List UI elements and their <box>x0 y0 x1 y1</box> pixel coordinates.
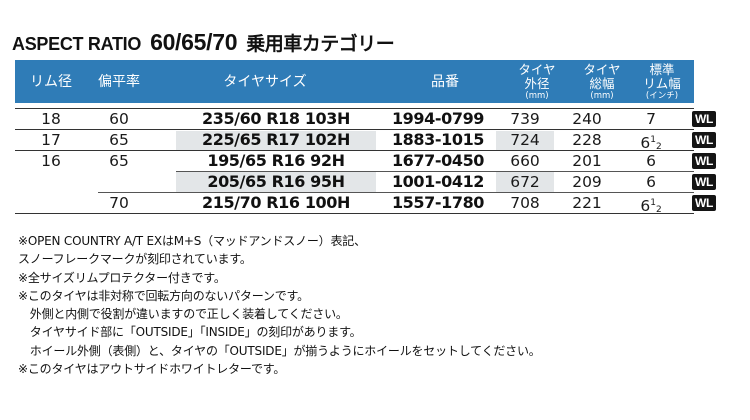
row5-outer: 708 <box>510 194 540 212</box>
shade-row2-outer <box>496 131 554 151</box>
row2-size: 225/65 R17 102H <box>201 130 351 149</box>
table-top-rule <box>15 108 694 109</box>
title-aspect-ratio: ASPECT RATIO <box>12 34 142 54</box>
row2-wl-badge: WL <box>692 132 716 148</box>
row5-wl-badge: WL <box>692 195 716 211</box>
header-part-number: 品番 <box>385 60 505 103</box>
row1-wl-badge: WL <box>692 111 716 127</box>
row4-rim-width: 6 <box>646 173 656 191</box>
row4-width: 209 <box>572 173 602 191</box>
row3-part: 1677-0450 <box>391 151 485 170</box>
row5-width: 221 <box>572 194 602 212</box>
note-line-8: ※このタイヤはアウトサイドホワイトレターです。 <box>18 362 286 377</box>
title-ratios: 60/65/70 <box>150 29 238 55</box>
page-title: ASPECT RATIO 60/65/70 乗用車カテゴリー <box>12 29 395 55</box>
header-size-label: タイヤサイズ <box>223 73 307 90</box>
row2-rim: 17 <box>41 131 61 149</box>
row5-rim-width-den: 2 <box>655 205 662 215</box>
row-separator-2 <box>15 150 694 151</box>
shade-row2-size <box>176 131 376 151</box>
title-category: 乗用車カテゴリー <box>246 33 395 55</box>
row-separator-1 <box>15 129 694 130</box>
shade-row4-outer <box>496 172 554 192</box>
note-line-2: スノーフレークマークが刻印されています。 <box>18 252 252 267</box>
row3-aspect: 65 <box>109 152 129 170</box>
row1-rim-width: 7 <box>646 110 656 128</box>
table-header: リム径 偏平率 タイヤサイズ 品番 タイヤ 外径 (mm) タイヤ 総幅 (mm… <box>15 60 694 103</box>
header-width-line1: タイヤ <box>583 61 621 77</box>
header-part-label: 品番 <box>431 73 459 90</box>
row5-aspect: 70 <box>109 194 129 212</box>
header-std-line1: 標準 <box>649 61 675 77</box>
row3-wl-badge: WL <box>692 153 716 169</box>
row5-size: 215/70 R16 100H <box>201 193 351 212</box>
row-separator-3 <box>176 171 694 172</box>
row1-aspect: 60 <box>109 110 129 128</box>
row3-size: 195/65 R16 92H <box>207 151 345 170</box>
header-width-unit: (mm) <box>590 90 614 101</box>
row2-width: 228 <box>572 131 602 149</box>
row2-rim-width: 612 <box>622 129 680 152</box>
row1-part: 1994-0799 <box>391 109 485 128</box>
table-bottom-rule <box>15 213 694 214</box>
header-aspect-label: 偏平率 <box>98 73 140 90</box>
row3-width: 201 <box>572 152 602 170</box>
note-line-3: ※全サイズリムプロテクター付きです。 <box>18 270 226 285</box>
header-tire-size: タイヤサイズ <box>175 60 355 103</box>
header-outer-diameter: タイヤ 外径 (mm) <box>507 60 567 103</box>
row4-wl-badge: WL <box>692 174 716 190</box>
header-std-line2: リム幅 <box>643 75 681 91</box>
row4-size: 205/65 R16 95H <box>207 172 345 191</box>
row1-outer: 739 <box>510 110 540 128</box>
row3-outer: 660 <box>510 152 540 170</box>
row3-rim: 16 <box>41 152 61 170</box>
shade-row4-size <box>176 172 376 192</box>
header-rim-diameter: リム径 <box>15 60 87 103</box>
row5-rim-width: 612 <box>622 192 680 215</box>
row2-outer: 724 <box>510 131 540 149</box>
row1-size: 235/60 R18 103H <box>201 109 351 128</box>
header-std-unit: (インチ) <box>645 90 679 101</box>
row2-part: 1883-1015 <box>391 130 485 149</box>
row2-rim-width-den: 2 <box>655 142 662 152</box>
row-separator-4 <box>98 192 694 193</box>
note-line-5: 外側と内側で役割が違いますので正しく装着してください。 <box>18 307 348 322</box>
note-line-7: ホイール外側（表側）と、タイヤの「OUTSIDE」が揃うようにホイールをセットし… <box>18 343 541 358</box>
row1-rim: 18 <box>41 110 61 128</box>
row3-rim-width: 6 <box>646 152 656 170</box>
row4-outer: 672 <box>510 173 540 191</box>
header-outer-line1: タイヤ <box>518 61 556 77</box>
row2-aspect: 65 <box>109 131 129 149</box>
header-rim-label: リム径 <box>30 73 72 90</box>
row4-part: 1001-0412 <box>391 172 485 191</box>
header-aspect: 偏平率 <box>87 60 151 103</box>
header-std-rim-width: 標準 リム幅 (インチ) <box>632 60 692 103</box>
header-overall-width: タイヤ 総幅 (mm) <box>572 60 632 103</box>
header-width-line2: 総幅 <box>589 75 615 91</box>
row1-width: 240 <box>572 110 602 128</box>
notes-section: ※OPEN COUNTRY A/T EXはM+S（マッドアンドスノー）表記、 ス… <box>18 232 738 378</box>
note-line-6: タイヤサイド部に「OUTSIDE」「INSIDE」の刻印があります。 <box>18 325 362 340</box>
note-line-1: ※OPEN COUNTRY A/T EXはM+S（マッドアンドスノー）表記、 <box>18 234 366 248</box>
row5-rim-width-num: 1 <box>650 198 656 208</box>
note-line-4: ※このタイヤは非対称で回転方向のないパターンです。 <box>18 288 309 303</box>
header-outer-line2: 外径 <box>524 75 550 91</box>
row5-part: 1557-1780 <box>391 193 485 212</box>
row5-rim-width-whole: 6 <box>640 197 651 215</box>
row2-rim-width-num: 1 <box>650 135 656 145</box>
header-outer-unit: (mm) <box>525 90 549 101</box>
row2-rim-width-whole: 6 <box>640 134 651 152</box>
